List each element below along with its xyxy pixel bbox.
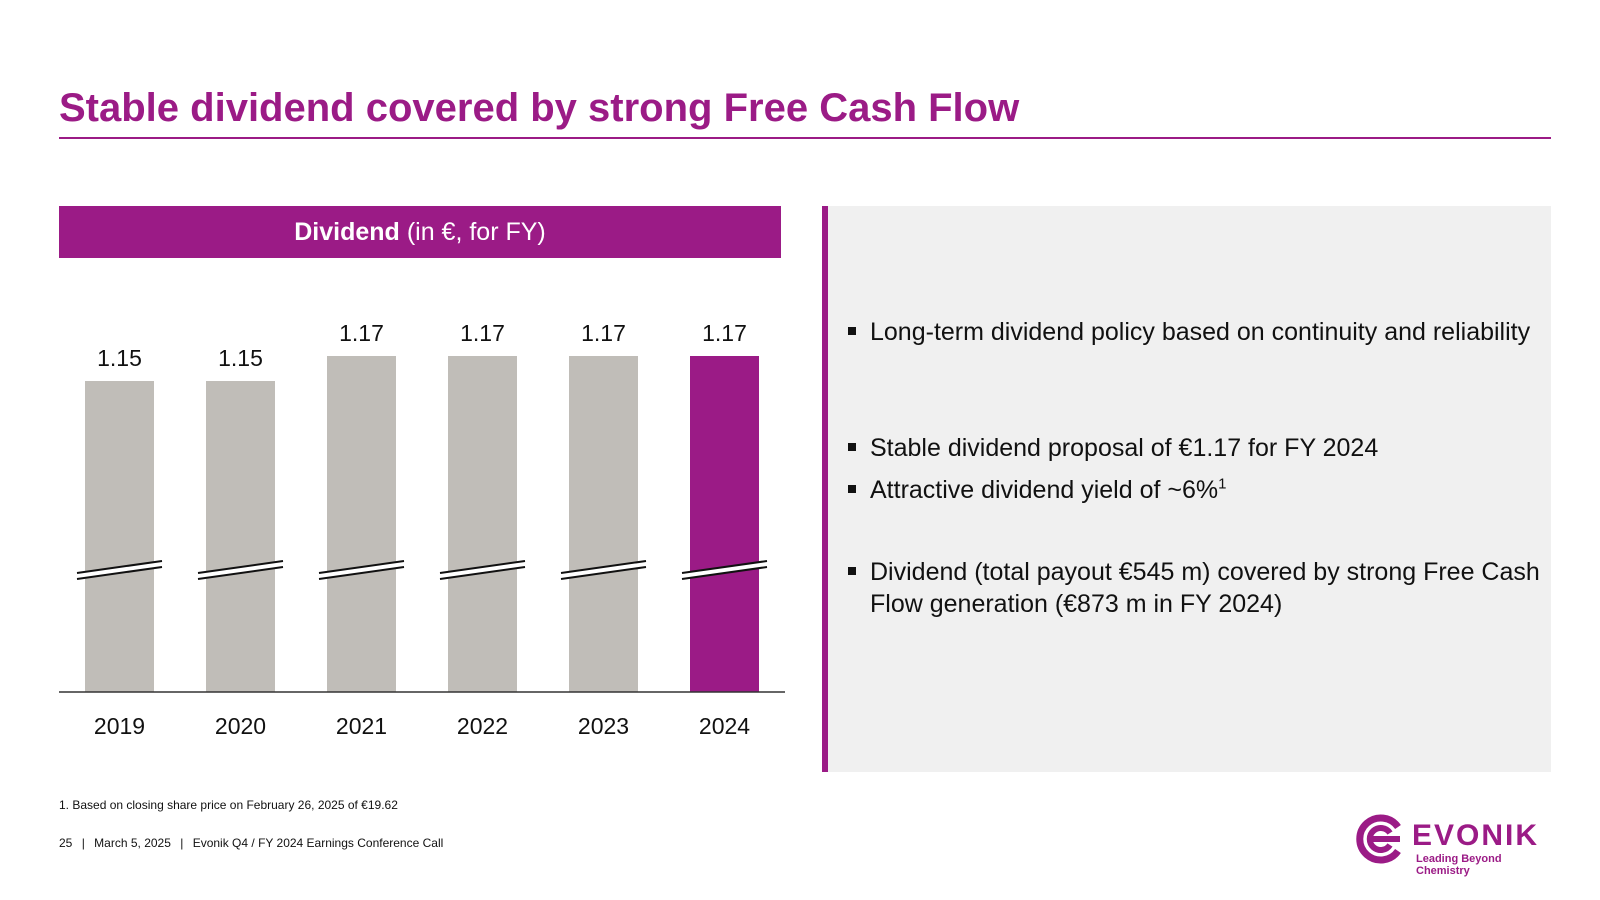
axis-break-line	[197, 566, 284, 580]
data-label: 1.17	[460, 320, 505, 346]
footer-event: Evonik Q4 / FY 2024 Earnings Conference …	[192, 836, 444, 850]
bullet-item: Attractive dividend yield of ~6%1	[848, 474, 1540, 506]
bullet-square-icon	[848, 443, 856, 451]
footnote-marker: 1	[1218, 475, 1227, 493]
axis-break-line	[197, 560, 284, 574]
x-tick-label: 2020	[215, 713, 266, 739]
panel-accent-border	[822, 206, 828, 772]
axis-break-line	[439, 566, 526, 580]
chart-header-unit: (in €, for FY)	[406, 217, 546, 246]
bullet-item: Stable dividend proposal of €1.17 for FY…	[848, 432, 1540, 464]
axis-break-line	[681, 566, 768, 580]
title-underline	[59, 137, 1551, 139]
axis-break-line	[560, 566, 647, 580]
chart-header-bold: Dividend	[294, 217, 400, 246]
data-label: 1.17	[339, 320, 384, 346]
bar	[327, 356, 396, 692]
bar	[448, 356, 517, 692]
axis-break-gap	[77, 561, 162, 579]
bullet-text: Long-term dividend policy based on conti…	[870, 318, 1531, 346]
x-tick-label: 2021	[336, 713, 387, 739]
bullet-item: Dividend (total payout €545 m) covered b…	[848, 556, 1540, 620]
data-label: 1.17	[702, 320, 747, 346]
axis-break-gap	[561, 561, 646, 579]
axis-break-gap	[440, 561, 525, 579]
axis-break-line	[318, 566, 405, 580]
bar	[690, 356, 759, 692]
axis-break-gap	[198, 561, 283, 579]
axis-break-gap	[319, 561, 404, 579]
data-label: 1.15	[218, 345, 263, 371]
bullet-item: Long-term dividend policy based on conti…	[848, 316, 1540, 348]
logo-wordmark: EVONIK	[1412, 819, 1540, 852]
bullet-text: Dividend (total payout €545 m) covered b…	[870, 558, 1540, 618]
evonik-logo-icon	[1356, 814, 1401, 864]
x-tick-label: 2024	[699, 713, 750, 739]
axis-break-line	[318, 560, 405, 574]
bullet-text: Stable dividend proposal of €1.17 for FY…	[870, 434, 1379, 462]
x-tick-label: 2023	[578, 713, 629, 739]
footnote: 1. Based on closing share price on Febru…	[59, 798, 398, 812]
dividend-bar-chart: 1.15 2019 1.15 2020 1.17 2021 1.17 2022 1.17 2023…	[59, 320, 785, 739]
x-tick-label: 2019	[94, 713, 145, 739]
axis-break-line	[560, 560, 647, 574]
bar	[206, 381, 275, 692]
slide-footer: 25 | March 5, 2025 | Evonik Q4 / FY 2024…	[59, 836, 449, 850]
axis-break-gap	[682, 561, 767, 579]
data-label: 1.15	[97, 345, 142, 371]
bullet-text: Attractive dividend yield of ~6%	[870, 476, 1219, 504]
footer-separator: |	[180, 836, 184, 850]
key-points-panel: Long-term dividend policy based on conti…	[828, 206, 1551, 772]
bullet-square-icon	[848, 485, 856, 493]
footer-separator: |	[81, 836, 85, 850]
bullet-square-icon	[848, 327, 856, 335]
axis-break-line	[681, 560, 768, 574]
x-tick-label: 2022	[457, 713, 508, 739]
page-number: 25	[59, 836, 73, 850]
evonik-logo: EVONIK Leading Beyond Chemistry	[1354, 813, 1554, 877]
bullet-square-icon	[848, 567, 856, 575]
bar	[569, 356, 638, 692]
chart-header: Dividend (in €, for FY)	[59, 206, 781, 258]
data-label: 1.17	[581, 320, 626, 346]
axis-break-line	[76, 566, 163, 580]
axis-break-line	[76, 560, 163, 574]
logo-tagline: Leading Beyond Chemistry	[1416, 853, 1502, 877]
slide-title: Stable dividend covered by strong Free C…	[59, 86, 1020, 130]
footer-date: March 5, 2025	[94, 836, 171, 850]
bar	[85, 381, 154, 692]
axis-break-line	[439, 560, 526, 574]
